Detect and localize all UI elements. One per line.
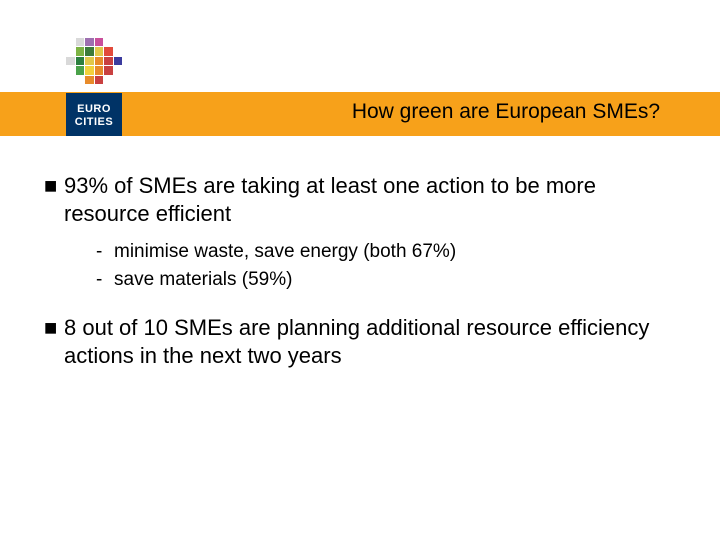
square-bullet-icon: ■ [44,172,64,227]
logo-text-box: EURO CITIES [66,93,122,136]
content-area: ■ 93% of SMEs are taking at least one ac… [44,172,676,381]
bullet-text: 93% of SMEs are taking at least one acti… [64,172,676,227]
bullet-item: ■ 8 out of 10 SMEs are planning addition… [44,314,676,369]
sub-item-text: minimise waste, save energy (both 67%) [114,239,676,265]
sub-item: - save materials (59%) [96,267,676,293]
slide: How green are European SMEs? EURO CITIES… [0,0,720,540]
logo-mosaic [66,28,122,84]
sub-list: - minimise waste, save energy (both 67%)… [96,239,676,292]
slide-title: How green are European SMEs? [352,100,660,124]
sub-item: - minimise waste, save energy (both 67%) [96,239,676,265]
logo-text-line1: EURO [66,103,122,116]
dash-icon: - [96,267,114,293]
sub-item-text: save materials (59%) [114,267,676,293]
bullet-item: ■ 93% of SMEs are taking at least one ac… [44,172,676,227]
square-bullet-icon: ■ [44,314,64,369]
logo-text-line2: CITIES [66,116,122,129]
dash-icon: - [96,239,114,265]
bullet-text: 8 out of 10 SMEs are planning additional… [64,314,676,369]
